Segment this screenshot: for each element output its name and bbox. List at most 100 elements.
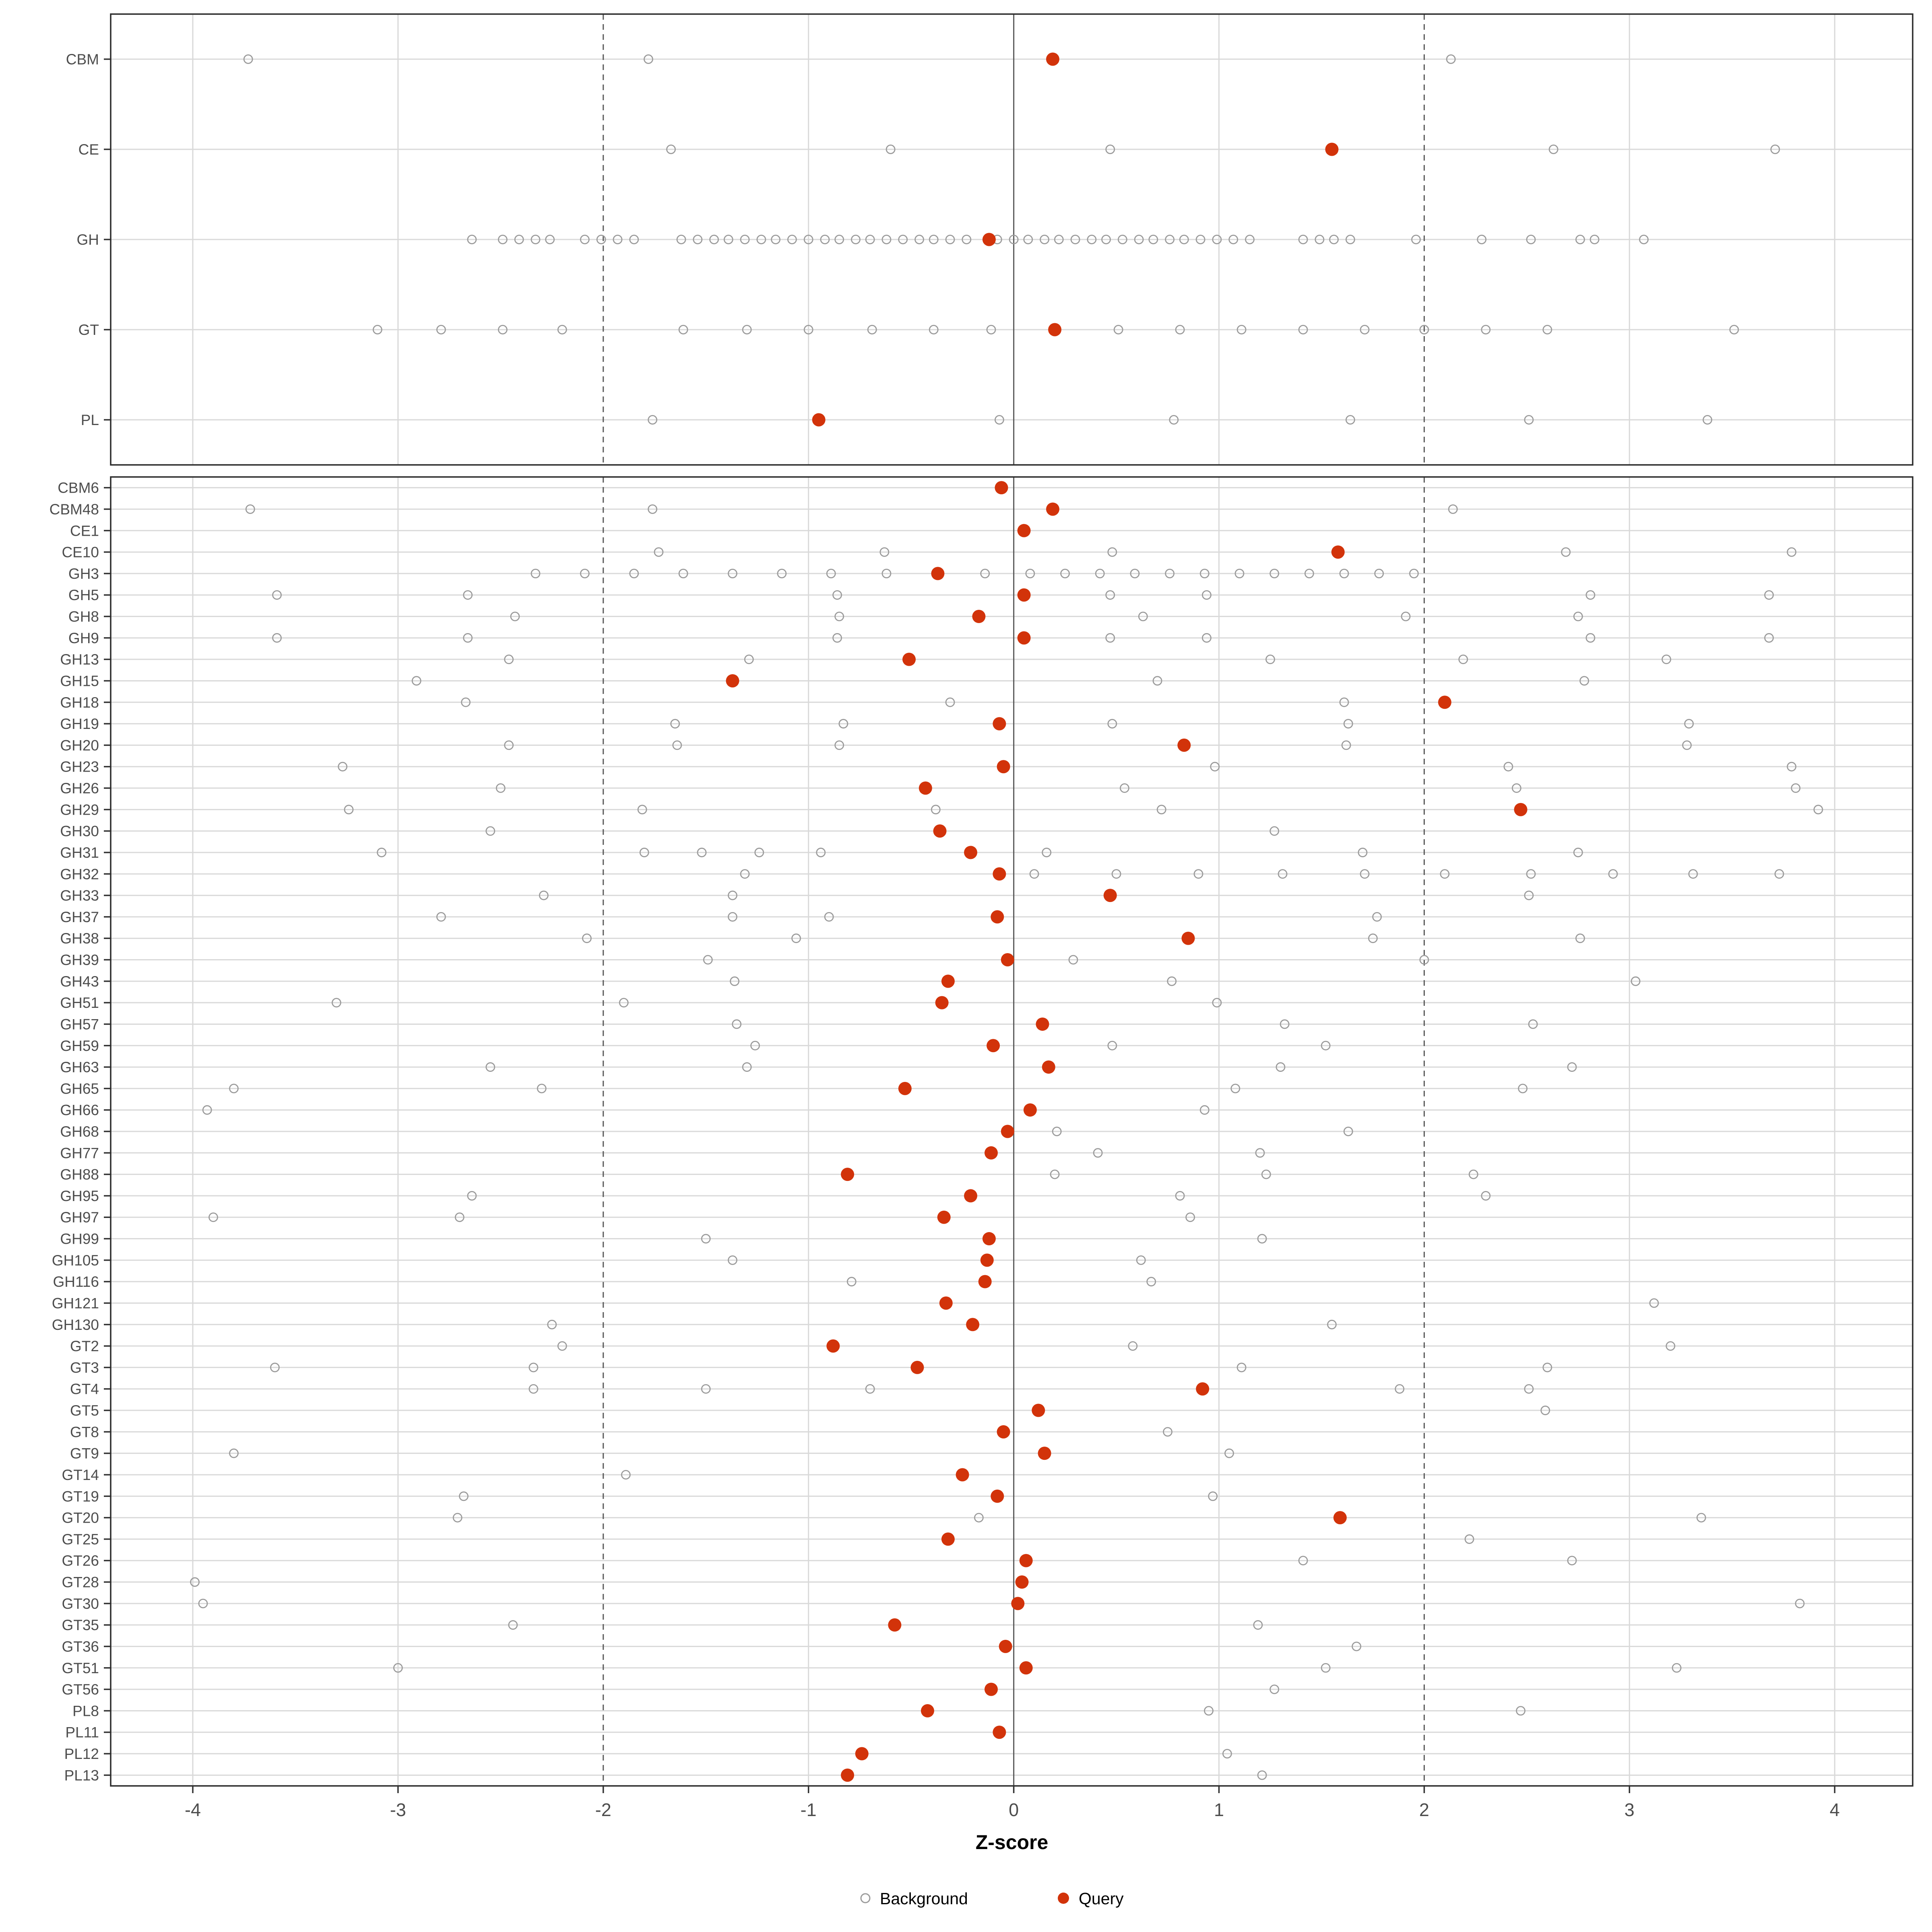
row-label: GT28 bbox=[62, 1574, 99, 1591]
background-point bbox=[1787, 762, 1797, 772]
background-point bbox=[986, 325, 996, 334]
background-point bbox=[1682, 740, 1692, 750]
query-point bbox=[933, 824, 947, 838]
background-point bbox=[1199, 569, 1210, 578]
background-point bbox=[1374, 569, 1384, 578]
background-point bbox=[697, 848, 707, 857]
background-point bbox=[865, 235, 875, 244]
background-point bbox=[791, 933, 801, 943]
row-label: GT36 bbox=[62, 1638, 99, 1655]
row-label: GT9 bbox=[70, 1445, 99, 1462]
background-point bbox=[1107, 1040, 1117, 1051]
background-point bbox=[1222, 1749, 1232, 1759]
background-point bbox=[929, 235, 939, 244]
background-point bbox=[1419, 325, 1429, 334]
background-point bbox=[229, 1084, 239, 1094]
background-point bbox=[1204, 1706, 1214, 1716]
background-point bbox=[1245, 235, 1255, 244]
background-point bbox=[504, 654, 514, 665]
background-point bbox=[436, 912, 446, 922]
query-point bbox=[1325, 142, 1339, 156]
background-point bbox=[1573, 848, 1583, 857]
panel-bottom-families: CBM6 CBM48 CE1 CE10 GH3 GH5 GH8 GH9 GH13 GH15 GH18… bbox=[50, 476, 1913, 1787]
background-point bbox=[931, 805, 941, 815]
background-point bbox=[1464, 1534, 1474, 1544]
background-point bbox=[744, 654, 754, 665]
background-point bbox=[851, 235, 861, 244]
row-label: CBM bbox=[66, 51, 99, 68]
background-point bbox=[648, 415, 658, 425]
background-point bbox=[528, 1384, 539, 1394]
background-point bbox=[945, 235, 955, 244]
row-label: GH68 bbox=[60, 1123, 99, 1140]
query-point bbox=[931, 567, 945, 580]
background-point bbox=[995, 415, 1004, 425]
row-label: GH77 bbox=[60, 1145, 99, 1161]
background-point bbox=[1167, 976, 1177, 986]
background-point bbox=[1360, 325, 1370, 334]
background-point bbox=[1255, 1148, 1265, 1158]
background-point bbox=[1419, 955, 1429, 965]
background-point bbox=[644, 54, 653, 64]
row-label: GH88 bbox=[60, 1166, 99, 1183]
background-point bbox=[732, 1019, 742, 1029]
query-point bbox=[937, 1210, 951, 1224]
query-point bbox=[826, 1339, 840, 1353]
background-point bbox=[1795, 1598, 1805, 1608]
background-point bbox=[1368, 933, 1378, 943]
background-point bbox=[1774, 869, 1784, 879]
background-point bbox=[1257, 1770, 1267, 1780]
background-point bbox=[1136, 1255, 1146, 1265]
query-point bbox=[964, 1189, 978, 1203]
query-point bbox=[1036, 1017, 1049, 1031]
x-axis: -4 -3 -2 -1 0 1 2 3 4 bbox=[185, 1786, 1840, 1820]
row-label: PL13 bbox=[64, 1767, 99, 1783]
background-point bbox=[1276, 1062, 1286, 1072]
background-point bbox=[1321, 1663, 1331, 1673]
background-point bbox=[1163, 1427, 1172, 1437]
panel-top-groups: CBM CE GH GT PL bbox=[66, 13, 1913, 466]
query-point bbox=[1032, 1404, 1045, 1417]
background-point bbox=[619, 998, 629, 1008]
background-point bbox=[1261, 1169, 1271, 1179]
background-point bbox=[898, 235, 908, 244]
row-label: GH38 bbox=[60, 930, 99, 947]
query-point bbox=[1046, 52, 1059, 66]
background-point bbox=[816, 848, 826, 857]
background-point bbox=[728, 1255, 737, 1265]
background-point bbox=[411, 676, 421, 686]
panel-border bbox=[110, 476, 1913, 1787]
row-label: GH51 bbox=[60, 995, 99, 1011]
query-point bbox=[921, 1704, 934, 1717]
background-point bbox=[826, 569, 836, 578]
row-label: GH9 bbox=[68, 630, 99, 646]
row-label: PL11 bbox=[65, 1724, 99, 1741]
background-point bbox=[1345, 415, 1355, 425]
row-label: GH99 bbox=[60, 1231, 99, 1247]
query-point bbox=[1177, 738, 1191, 752]
background-point bbox=[1341, 740, 1351, 750]
row-label: GH33 bbox=[60, 888, 99, 904]
background-point bbox=[198, 1598, 208, 1608]
background-point bbox=[1526, 235, 1536, 244]
query-point bbox=[902, 652, 916, 666]
background-point bbox=[1199, 1105, 1210, 1115]
query-point bbox=[997, 1425, 1010, 1439]
background-point bbox=[1234, 569, 1245, 578]
query-point bbox=[985, 1682, 998, 1696]
x-tick-label: -1 bbox=[801, 1800, 817, 1820]
background-point bbox=[1401, 611, 1411, 621]
background-point bbox=[1117, 235, 1127, 244]
query-point bbox=[855, 1747, 869, 1761]
legend-query-icon bbox=[1058, 1893, 1069, 1904]
background-point bbox=[580, 569, 590, 578]
query-point bbox=[941, 974, 955, 988]
background-point bbox=[756, 235, 766, 244]
background-point bbox=[1639, 235, 1649, 244]
background-point bbox=[1152, 676, 1162, 686]
background-point bbox=[832, 590, 842, 600]
row-label: PL8 bbox=[72, 1703, 99, 1719]
background-point bbox=[1440, 869, 1450, 879]
background-point bbox=[1095, 569, 1105, 578]
background-point bbox=[914, 235, 924, 244]
